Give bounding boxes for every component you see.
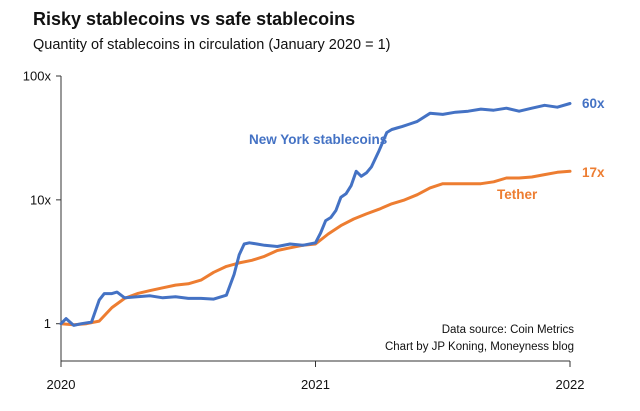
source-line-2: Chart by JP Koning, Moneyness blog xyxy=(385,341,574,353)
y-tick-label: 100x xyxy=(23,69,52,84)
x-tick-label: 2022 xyxy=(556,377,585,392)
chart-subtitle: Quantity of stablecoins in circulation (… xyxy=(33,37,391,53)
x-tick-label: 2021 xyxy=(301,377,330,392)
x-tick-label: 2020 xyxy=(47,377,76,392)
y-tick-label: 10x xyxy=(30,192,51,207)
end-label-new-york-stablecoins: 60x xyxy=(582,96,605,111)
annotation-new-york-stablecoins: New York stablecoins xyxy=(249,132,387,147)
new-york-stablecoins-line xyxy=(59,102,572,327)
axes-group: 1 10x 100x 2020 2021 2022 xyxy=(23,69,585,393)
labels-group: New York stablecoins Tether 60x 17x Data… xyxy=(249,96,605,353)
annotation-tether: Tether xyxy=(497,187,538,202)
source-line-1: Data source: Coin Metrics xyxy=(442,324,575,336)
chart-title: Risky stablecoins vs safe stablecoins xyxy=(33,9,356,29)
end-label-tether: 17x xyxy=(582,165,605,180)
y-tick-label: 1 xyxy=(44,316,51,331)
series-group xyxy=(59,102,572,327)
tether-line xyxy=(59,169,572,327)
